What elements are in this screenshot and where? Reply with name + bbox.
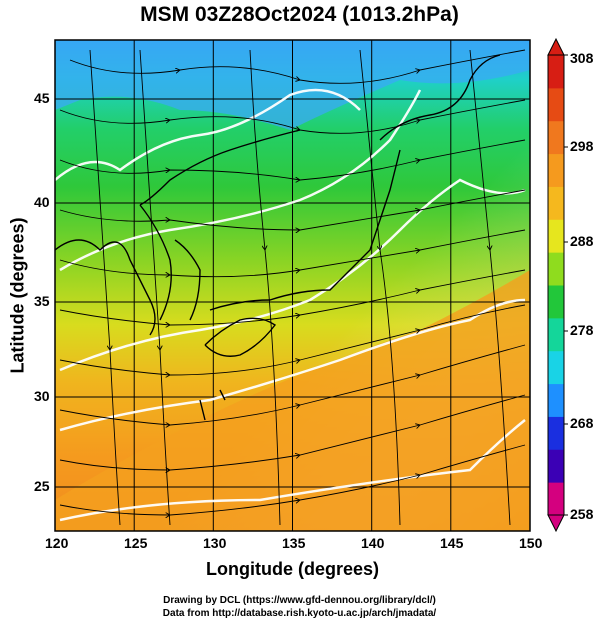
colorbar-segment <box>548 482 564 516</box>
x-tick-label: 135 <box>282 535 306 551</box>
x-tick-label: 120 <box>45 535 69 551</box>
colorbar-segment <box>548 153 564 187</box>
credit-line-1: Drawing by DCL (https://www.gfd-dennou.o… <box>163 595 436 606</box>
y-tick-label: 40 <box>34 194 50 210</box>
y-axis-label: Latitude (degrees) <box>7 217 28 374</box>
colorbar-segment <box>548 219 564 253</box>
colorbar-segment <box>548 383 564 417</box>
colorbar-segment <box>548 285 564 319</box>
colorbar-max-triangle <box>547 37 565 56</box>
colorbar-segment <box>548 186 564 220</box>
x-tick-label: 140 <box>361 535 385 551</box>
x-axis-label: Longitude (degrees) <box>205 559 379 579</box>
colorbar-tick-label: 258 <box>570 506 594 522</box>
colorbar-segment <box>548 350 564 385</box>
colorbar-segment <box>548 449 564 483</box>
y-tick-label: 45 <box>34 90 50 106</box>
colorbar-tick-label: 298 <box>570 138 594 154</box>
y-tick-label: 25 <box>34 478 50 494</box>
colorbar-tick-label: 308 <box>570 50 594 66</box>
x-tick-label: 150 <box>519 535 543 551</box>
colorbar-segment <box>548 416 564 450</box>
colorbar-segment <box>548 55 564 89</box>
y-tick-label: 35 <box>34 293 50 309</box>
x-tick-label: 125 <box>124 535 148 551</box>
colorbar-segment <box>548 87 564 122</box>
x-tick-label: 130 <box>203 535 227 551</box>
chart-title: MSM 03Z28Oct2024 (1013.2hPa) <box>140 3 459 26</box>
colorbar-min-triangle <box>547 514 565 533</box>
y-tick-label: 30 <box>34 388 50 404</box>
colorbar-tick-label: 288 <box>570 233 594 249</box>
colorbar-tick-label: 278 <box>570 322 594 338</box>
colorbar-segment <box>548 120 564 155</box>
plot-frame <box>54 39 531 532</box>
streamlines <box>59 49 526 526</box>
colorbar-segment <box>548 317 564 352</box>
colorbar-segment <box>548 252 564 286</box>
credit-line-2: Data from http://database.rish.kyoto-u.a… <box>162 608 437 619</box>
x-tick-label: 145 <box>440 535 464 551</box>
colorbar-tick-label: 268 <box>570 415 594 431</box>
